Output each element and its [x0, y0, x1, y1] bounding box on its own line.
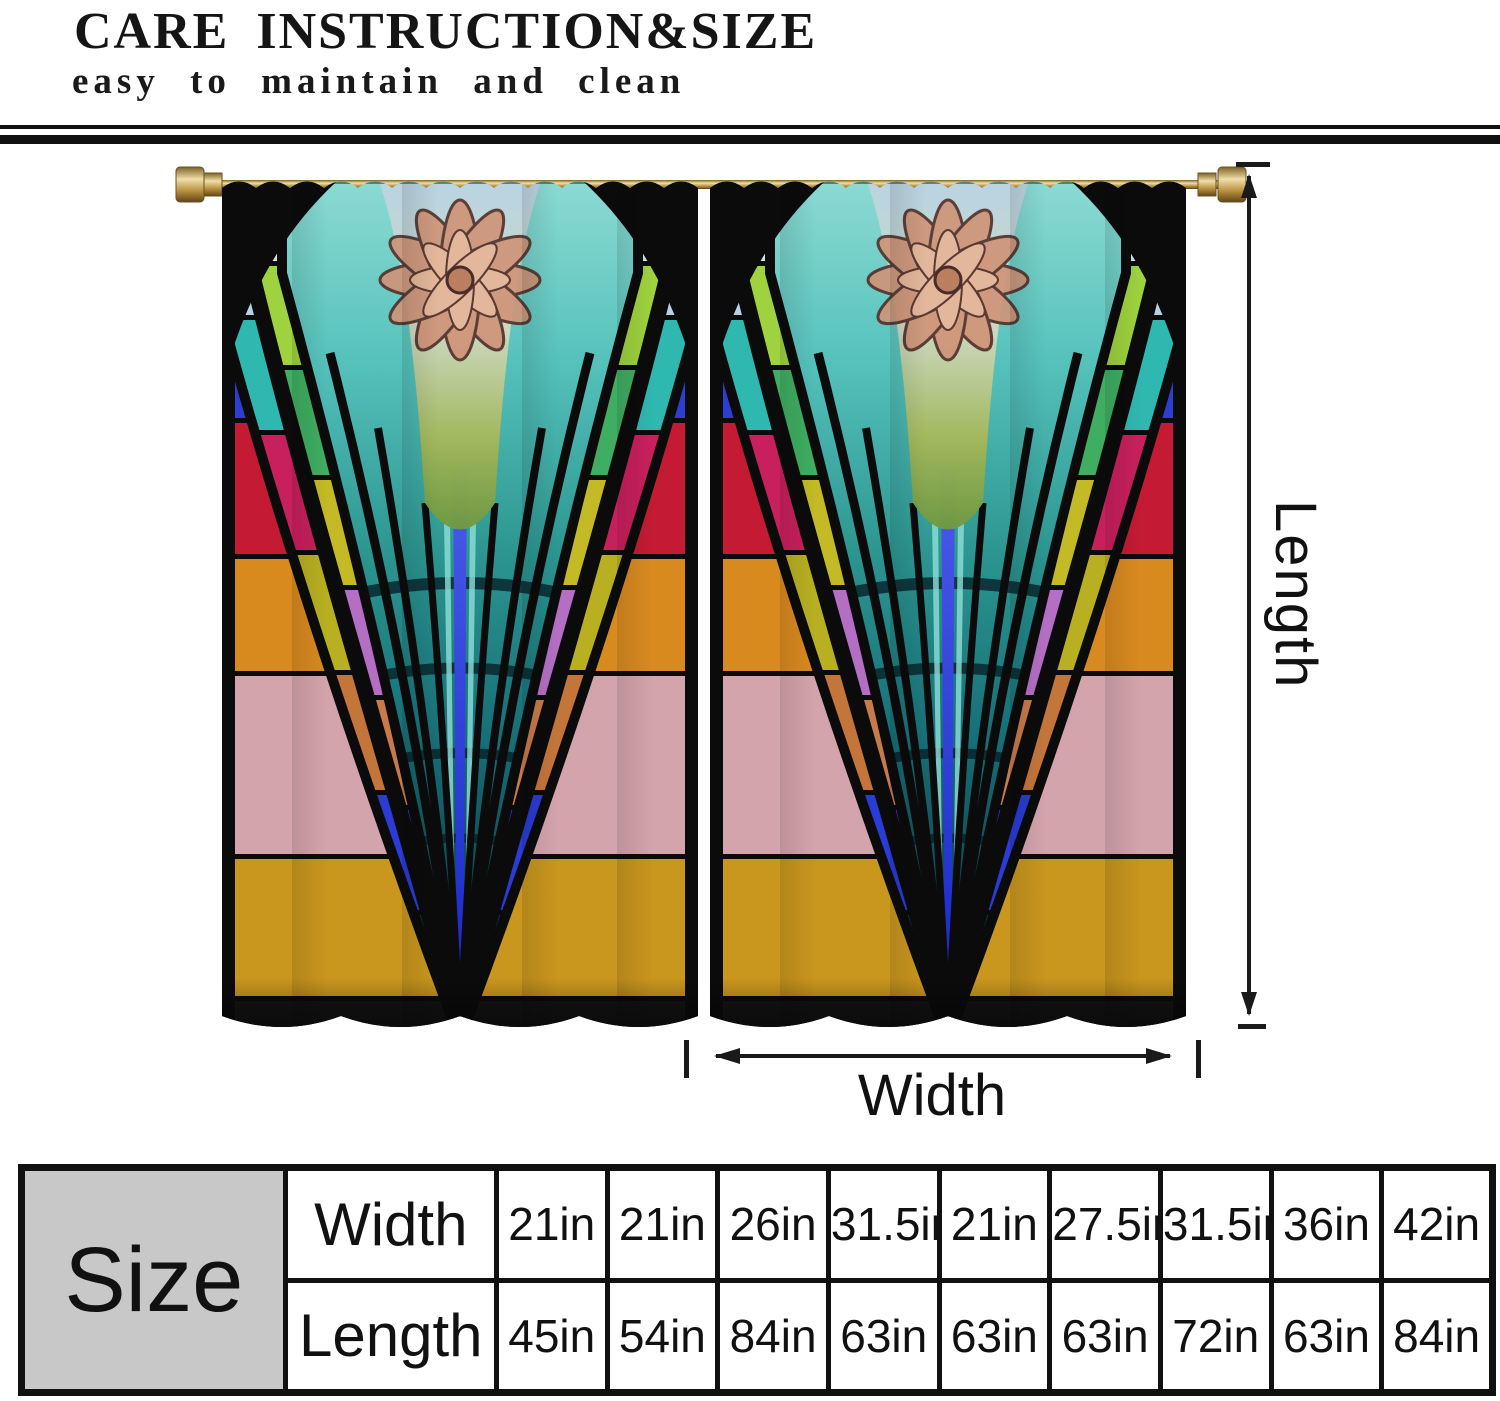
width-value: 31.5in — [825, 1165, 942, 1283]
width-value: 26in — [715, 1165, 831, 1283]
width-row-label: Width — [282, 1165, 499, 1283]
length-value: 84in — [715, 1277, 831, 1395]
width-value: 21in — [604, 1165, 721, 1283]
width-value: 21in — [936, 1165, 1053, 1283]
page-title: CARE INSTRUCTION&SIZE — [74, 3, 818, 60]
length-value: 63in — [936, 1277, 1053, 1395]
width-value: 42in — [1379, 1165, 1495, 1283]
table-row-width: Size Width 21in 21in 26in 31.5in 21in 27… — [19, 1165, 1495, 1395]
divider-thick — [0, 135, 1500, 144]
width-label: Width — [857, 1063, 1007, 1128]
width-value: 36in — [1268, 1165, 1385, 1283]
length-value: 72in — [1157, 1277, 1274, 1395]
length-value: 54in — [604, 1277, 721, 1395]
rod-finial-left — [175, 166, 205, 203]
width-value: 21in — [493, 1165, 610, 1283]
width-dimension — [684, 1040, 1201, 1078]
length-row-label: Length — [282, 1277, 499, 1395]
divider-thin — [0, 125, 1500, 129]
table-row-length: Length 45in 54in 84in 63in 63in 63in 72i… — [22, 1277, 1495, 1395]
width-value: 31.5in — [1157, 1165, 1274, 1283]
size-table: Size Width 21in 21in 26in 31.5in 21in 27… — [18, 1164, 1496, 1396]
length-value: 63in — [1268, 1277, 1385, 1395]
length-value: 45in — [493, 1277, 610, 1395]
page-subtitle: easy to maintain and clean — [72, 61, 686, 102]
length-dimension — [1236, 162, 1270, 1029]
curtain-scene — [0, 0, 1500, 1160]
length-value: 63in — [825, 1277, 942, 1395]
length-label: Length — [1263, 500, 1328, 690]
length-value: 63in — [1047, 1277, 1163, 1395]
size-corner-cell: Size — [19, 1165, 288, 1395]
length-value: 84in — [1379, 1277, 1495, 1395]
width-value: 27.5in — [1047, 1165, 1163, 1283]
